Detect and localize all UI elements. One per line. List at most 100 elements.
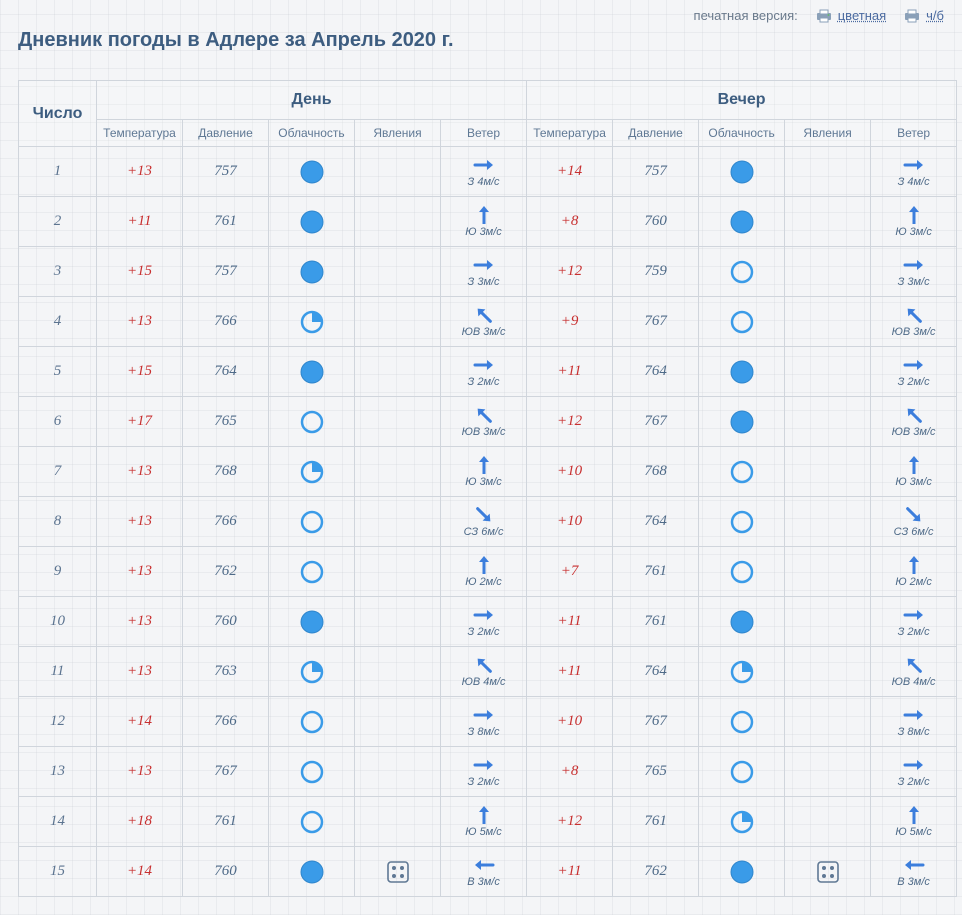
cell-temp: +14 (527, 147, 613, 197)
cell-pressure: 762 (613, 847, 699, 897)
cell-daynum: 8 (19, 497, 97, 547)
cell-wind: З 2м/с (441, 597, 527, 647)
cell-phenomena (355, 847, 441, 897)
cell-phenomena (785, 297, 871, 347)
cell-pressure: 767 (613, 397, 699, 447)
cell-phenomena (785, 847, 871, 897)
cell-wind: ЮВ 3м/с (871, 297, 957, 347)
cell-pressure: 767 (183, 747, 269, 797)
cell-wind: Ю 5м/с (441, 797, 527, 847)
cell-wind: ЮВ 4м/с (871, 647, 957, 697)
cell-cloud (699, 147, 785, 197)
cell-temp: +11 (97, 197, 183, 247)
cell-temp: +13 (97, 647, 183, 697)
cell-temp: +14 (97, 697, 183, 747)
cell-temp: +11 (527, 647, 613, 697)
cell-cloud (699, 547, 785, 597)
cell-pressure: 767 (613, 697, 699, 747)
cell-pressure: 757 (183, 147, 269, 197)
cell-cloud (269, 147, 355, 197)
cell-pressure: 762 (183, 547, 269, 597)
cell-phenomena (355, 597, 441, 647)
cell-phenomena (785, 397, 871, 447)
print-color-link[interactable]: цветная (816, 8, 886, 23)
cell-pressure: 765 (613, 747, 699, 797)
cell-phenomena (785, 247, 871, 297)
cell-wind: З 8м/с (441, 697, 527, 747)
cell-cloud (699, 597, 785, 647)
printer-icon (904, 9, 920, 23)
cell-temp: +17 (97, 397, 183, 447)
cell-wind: В 3м/с (441, 847, 527, 897)
cell-temp: +12 (527, 247, 613, 297)
cell-cloud (699, 247, 785, 297)
cell-temp: +7 (527, 547, 613, 597)
cell-phenomena (785, 797, 871, 847)
cell-temp: +8 (527, 747, 613, 797)
cell-wind: Ю 5м/с (871, 797, 957, 847)
cell-pressure: 761 (183, 797, 269, 847)
table-row: 4 +13 766 ЮВ 3м/с +9 767 ЮВ 3м/с (19, 297, 957, 347)
cell-daynum: 4 (19, 297, 97, 347)
cell-cloud (269, 447, 355, 497)
cell-pressure: 757 (183, 247, 269, 297)
cell-temp: +13 (97, 497, 183, 547)
cell-cloud (269, 847, 355, 897)
sub-press-d: Давление (183, 120, 269, 147)
cell-phenomena (785, 447, 871, 497)
cell-phenomena (355, 497, 441, 547)
cell-temp: +11 (527, 597, 613, 647)
cell-cloud (699, 197, 785, 247)
cell-wind: ЮВ 3м/с (441, 297, 527, 347)
cell-phenomena (785, 147, 871, 197)
cell-daynum: 3 (19, 247, 97, 297)
table-row: 14 +18 761 Ю 5м/с +12 761 Ю 5м/с (19, 797, 957, 847)
print-bw-anchor[interactable]: ч/б (926, 8, 944, 23)
cell-phenomena (785, 697, 871, 747)
cell-wind: ЮВ 3м/с (871, 397, 957, 447)
cell-phenomena (355, 347, 441, 397)
table-row: 1 +13 757 З 4м/с +14 757 З 4м/с (19, 147, 957, 197)
cell-temp: +14 (97, 847, 183, 897)
cell-pressure: 761 (613, 547, 699, 597)
table-row: 7 +13 768 Ю 3м/с +10 768 Ю 3м/с (19, 447, 957, 497)
sub-cloud-d: Облачность (269, 120, 355, 147)
sub-wind-d: Ветер (441, 120, 527, 147)
cell-cloud (699, 297, 785, 347)
cell-daynum: 6 (19, 397, 97, 447)
cell-wind: З 4м/с (871, 147, 957, 197)
cell-cloud (699, 497, 785, 547)
cell-pressure: 761 (613, 597, 699, 647)
cell-phenomena (785, 597, 871, 647)
cell-cloud (699, 747, 785, 797)
cell-cloud (699, 697, 785, 747)
cell-temp: +12 (527, 797, 613, 847)
sub-phen-e: Явления (785, 120, 871, 147)
cell-daynum: 1 (19, 147, 97, 197)
cell-cloud (269, 597, 355, 647)
cell-pressure: 761 (183, 197, 269, 247)
cell-phenomena (355, 397, 441, 447)
cell-cloud (269, 247, 355, 297)
table-row: 13 +13 767 З 2м/с +8 765 З 2м/с (19, 747, 957, 797)
printer-icon (816, 9, 832, 23)
cell-phenomena (785, 197, 871, 247)
cell-phenomena (355, 747, 441, 797)
cell-daynum: 2 (19, 197, 97, 247)
cell-phenomena (785, 647, 871, 697)
cell-temp: +10 (527, 697, 613, 747)
col-eve-group: Вечер (527, 81, 957, 120)
cell-daynum: 10 (19, 597, 97, 647)
cell-phenomena (355, 447, 441, 497)
cell-cloud (699, 647, 785, 697)
cell-wind: Ю 3м/с (871, 447, 957, 497)
print-label: печатная версия: (694, 8, 798, 23)
cell-cloud (269, 497, 355, 547)
print-color-anchor[interactable]: цветная (838, 8, 886, 23)
cell-pressure: 764 (613, 497, 699, 547)
cell-daynum: 5 (19, 347, 97, 397)
cell-wind: ЮВ 4м/с (441, 647, 527, 697)
cell-pressure: 764 (613, 347, 699, 397)
print-bw-link[interactable]: ч/б (904, 8, 944, 23)
cell-wind: З 3м/с (871, 247, 957, 297)
